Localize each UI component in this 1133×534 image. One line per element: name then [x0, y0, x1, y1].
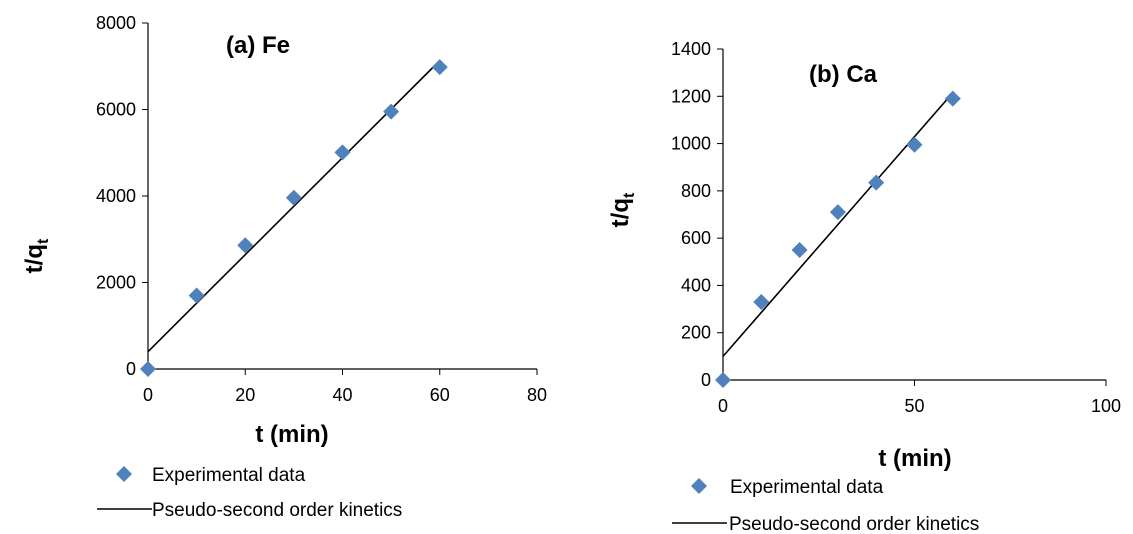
chart-a-y-tick-label: 6000 — [96, 100, 136, 120]
chart-b-legend-label-fit: Pseudo-second order kinetics — [729, 514, 979, 534]
chart-b-legend-diamond-marker — [691, 478, 707, 494]
chart-b-y-tick-label: 200 — [681, 323, 711, 343]
chart-b-y-tick-label: 1000 — [671, 134, 711, 154]
chart-a-legend-item-fit: Pseudo-second order kinetics — [97, 500, 402, 521]
chart-a-y-tick-label: 8000 — [96, 13, 136, 33]
chart-a-data-point — [431, 59, 448, 76]
chart-b-data-point — [906, 136, 923, 153]
chart-b-plot-area — [715, 90, 961, 388]
chart-a-x-axis-title: t (min) — [255, 421, 328, 448]
chart-a-y-axis-title-sub: t — [35, 238, 52, 244]
chart-a-legend-label-fit: Pseudo-second order kinetics — [152, 500, 402, 521]
chart-b-legend-item-experimental: Experimental data — [691, 477, 884, 498]
chart-b-x-axis-title: t (min) — [878, 445, 951, 472]
chart-a-x-tick-label: 0 — [143, 385, 153, 405]
chart-b-data-point — [944, 90, 961, 107]
chart-a-axes: 0 2000 4000 6000 8000 0 20 40 60 80 — [96, 13, 547, 405]
chart-a-y-tick-label: 2000 — [96, 273, 136, 293]
chart-b-legend-item-fit: Pseudo-second order kinetics — [672, 514, 979, 534]
chart-b-y-axis-title: t/qt — [607, 192, 638, 227]
chart-b-y-tick-label: 400 — [681, 275, 711, 295]
chart-a-title: (a) Fe — [226, 32, 290, 59]
chart-b-data-point — [829, 204, 846, 221]
chart-a: 0 2000 4000 6000 8000 0 20 40 60 80 (a) Fe t (mi… — [21, 13, 547, 521]
chart-b-legend: Experimental data Pseudo-second order ki… — [672, 477, 979, 534]
chart-a-y-ticks: 0 2000 4000 6000 8000 — [96, 13, 148, 379]
chart-a-legend-diamond-marker — [116, 466, 132, 482]
chart-a-data-point — [237, 237, 254, 254]
chart-a-data-point — [188, 287, 205, 304]
chart-a-y-tick-label: 4000 — [96, 186, 136, 206]
chart-b-data-point — [791, 241, 808, 258]
chart-b-x-ticks: 0 50 100 — [718, 380, 1121, 416]
chart-b-y-axis-title-main: t/q — [607, 198, 634, 227]
chart-b-x-tick-label: 100 — [1091, 396, 1121, 416]
chart-a-legend: Experimental data Pseudo-second order ki… — [97, 465, 402, 521]
chart-a-fit-line — [147, 60, 441, 353]
chart-a-y-tick-label: 0 — [126, 359, 136, 379]
chart-a-x-tick-label: 80 — [527, 385, 547, 405]
chart-a-legend-label-experimental: Experimental data — [152, 465, 306, 486]
chart-b-y-tick-label: 0 — [701, 370, 711, 390]
chart-a-x-ticks: 0 20 40 60 80 — [143, 369, 547, 405]
chart-a-x-tick-label: 60 — [430, 385, 450, 405]
chart-b-fit-line — [722, 92, 954, 357]
chart-b-y-tick-label: 1400 — [671, 39, 711, 59]
chart-b-y-tick-label: 800 — [681, 181, 711, 201]
chart-b-x-tick-label: 0 — [718, 396, 728, 416]
chart-b-axes: 0 200 400 600 800 1000 1200 1400 0 50 100 — [671, 39, 1121, 416]
chart-b-y-tick-label: 1200 — [671, 86, 711, 106]
chart-a-y-axis-title-main: t/q — [21, 244, 48, 273]
chart-b-data-point — [715, 372, 731, 388]
chart-b-y-axis-title-sub: t — [621, 192, 638, 198]
chart-a-data-point — [383, 103, 400, 120]
chart-b-y-tick-label: 600 — [681, 228, 711, 248]
chart-b-data-point — [868, 174, 885, 191]
chart-b-data-point — [753, 293, 770, 310]
chart-b-title: (b) Ca — [809, 61, 878, 88]
chart-a-legend-item-experimental: Experimental data — [116, 465, 306, 486]
chart-a-y-axis-title: t/qt — [21, 238, 52, 273]
chart-b-legend-label-experimental: Experimental data — [730, 477, 884, 498]
chart-a-data-point — [334, 144, 351, 161]
chart-a-plot-area — [140, 59, 448, 377]
chart-a-x-tick-label: 40 — [332, 385, 352, 405]
chart-a-data-point — [285, 189, 302, 206]
chart-b-y-ticks: 0 200 400 600 800 1000 1200 1400 — [671, 39, 723, 390]
chart-a-x-tick-label: 20 — [235, 385, 255, 405]
chart-a-data-point — [140, 361, 156, 377]
chart-b-x-tick-label: 50 — [904, 396, 924, 416]
